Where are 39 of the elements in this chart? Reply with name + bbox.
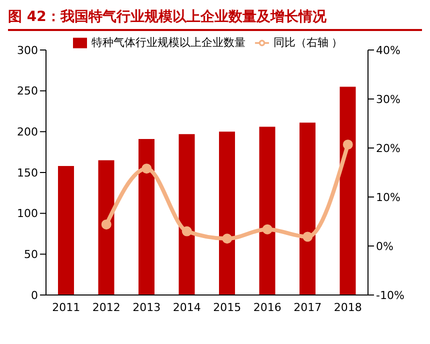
x-tick-label: 2011 <box>52 300 80 314</box>
point <box>342 140 353 150</box>
y-tick-label: 100 <box>17 207 38 220</box>
bar <box>219 132 235 295</box>
point <box>222 234 232 244</box>
bar <box>259 126 276 295</box>
bar <box>340 86 356 295</box>
legend-label: 特种气体行业规模以上企业数量 <box>91 36 246 49</box>
bar <box>98 160 114 295</box>
y-tick-label: 150 <box>17 166 38 180</box>
point <box>101 219 112 230</box>
bar <box>58 166 74 295</box>
x-tick-label: 2018 <box>334 300 362 314</box>
point <box>262 224 272 234</box>
y2-tick-label: 30% <box>376 92 400 106</box>
x-tick-label: 2016 <box>253 300 282 314</box>
x-tick-label: 2017 <box>294 300 322 314</box>
x-tick-label: 2013 <box>132 300 161 314</box>
y2-tick-label: 40% <box>376 44 400 57</box>
x-tick-label: 2014 <box>172 300 201 314</box>
point <box>302 232 313 242</box>
point <box>182 226 192 236</box>
x-tick-label: 2012 <box>92 300 120 314</box>
legend-label: 同比（右轴 ） <box>273 36 343 49</box>
y-tick-label: 50 <box>24 248 38 262</box>
bar <box>138 139 154 295</box>
y2-tick-label: 10% <box>376 190 400 204</box>
y-tick-label: 250 <box>17 84 38 98</box>
y-tick-label: 300 <box>17 44 38 57</box>
bar <box>178 134 195 295</box>
point <box>142 164 152 174</box>
y2-tick-label: 20% <box>376 142 400 155</box>
chart-title: 图 42：我国特气行业规模以上企业数量及增长情况 <box>8 8 422 31</box>
y-tick-label: 200 <box>17 126 38 139</box>
y2-tick-label: 0% <box>376 240 394 253</box>
bar <box>300 122 316 295</box>
y2-tick-label: -10% <box>376 288 404 302</box>
x-tick-label: 2015 <box>213 300 242 314</box>
y-tick-label: 0 <box>31 288 38 302</box>
